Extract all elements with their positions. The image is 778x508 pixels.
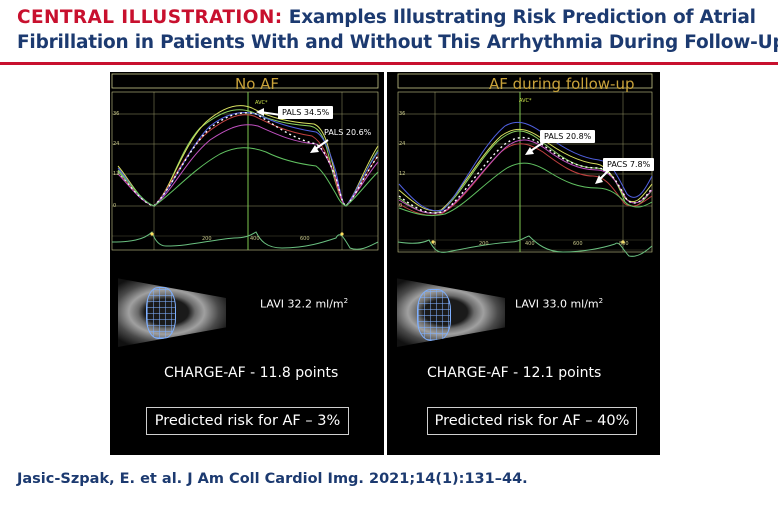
panel-title-no-af: No AF bbox=[235, 75, 280, 93]
y-tick-right: 24 bbox=[399, 141, 406, 147]
echo-image-right bbox=[397, 278, 505, 347]
y-tick-right: 0 bbox=[399, 203, 403, 209]
x-tick-left: 200 bbox=[202, 236, 212, 242]
y-tick-right: 12 bbox=[399, 171, 406, 177]
x-tick-right: 800 bbox=[619, 241, 629, 247]
avc-label-right: AVC* bbox=[519, 98, 532, 104]
header-title-line2: Fibrillation in Patients With and Withou… bbox=[17, 32, 778, 53]
x-tick-right: 400 bbox=[525, 241, 535, 247]
la-tracing-overlay-left bbox=[146, 287, 176, 339]
header-title-text1: Examples Illustrating Risk Prediction of… bbox=[288, 7, 756, 28]
panel-af-during-follow-up: AF during follow-up AVC* 36 24 12 0 0 20… bbox=[387, 72, 660, 455]
y-tick-left: 24 bbox=[113, 141, 120, 147]
echo-image-left bbox=[118, 278, 226, 347]
y-tick-left: 0 bbox=[113, 203, 117, 209]
strain-curve-chart-left bbox=[111, 73, 379, 251]
pacs-annotation-right: PACS 7.8% bbox=[603, 158, 655, 171]
pals-annotation-left-2: PALS 20.6% bbox=[324, 128, 372, 137]
charge-af-score-left: CHARGE-AF - 11.8 points bbox=[164, 365, 339, 381]
lavi-value-right: LAVI 33.0 ml/m2 bbox=[515, 297, 604, 311]
y-tick-right: 36 bbox=[399, 111, 406, 117]
panel-no-af: No AF AVC* 36 24 12 0 200 400 600 PALS 3… bbox=[110, 72, 384, 455]
x-tick-left: 400 bbox=[250, 236, 260, 242]
header-title-line1: CENTRAL ILLUSTRATION: Examples Illustrat… bbox=[17, 7, 756, 28]
charge-af-score-right: CHARGE-AF - 12.1 points bbox=[427, 365, 602, 381]
x-tick-left: 600 bbox=[300, 236, 310, 242]
x-tick-right: 0 bbox=[433, 241, 437, 247]
pals-annotation-right: PALS 20.8% bbox=[540, 130, 596, 143]
predicted-risk-box-left: Predicted risk for AF – 3% bbox=[146, 407, 349, 435]
header-banner: CENTRAL ILLUSTRATION: Examples Illustrat… bbox=[0, 0, 778, 65]
citation: Jasic-Szpak, E. et al. J Am Coll Cardiol… bbox=[17, 471, 528, 487]
lavi-value-left: LAVI 32.2 ml/m2 bbox=[260, 297, 349, 311]
central-illustration-label: CENTRAL ILLUSTRATION: bbox=[17, 7, 283, 28]
x-tick-right: 600 bbox=[573, 241, 583, 247]
y-tick-left: 36 bbox=[113, 111, 120, 117]
la-tracing-overlay-right bbox=[417, 289, 451, 341]
panel-title-af-follow-up: AF during follow-up bbox=[489, 75, 635, 93]
avc-label-left: AVC* bbox=[255, 100, 268, 106]
x-tick-right: 200 bbox=[479, 241, 489, 247]
y-tick-left: 12 bbox=[113, 171, 120, 177]
predicted-risk-box-right: Predicted risk for AF – 40% bbox=[427, 407, 637, 435]
pals-annotation-left-1: PALS 34.5% bbox=[278, 106, 334, 119]
